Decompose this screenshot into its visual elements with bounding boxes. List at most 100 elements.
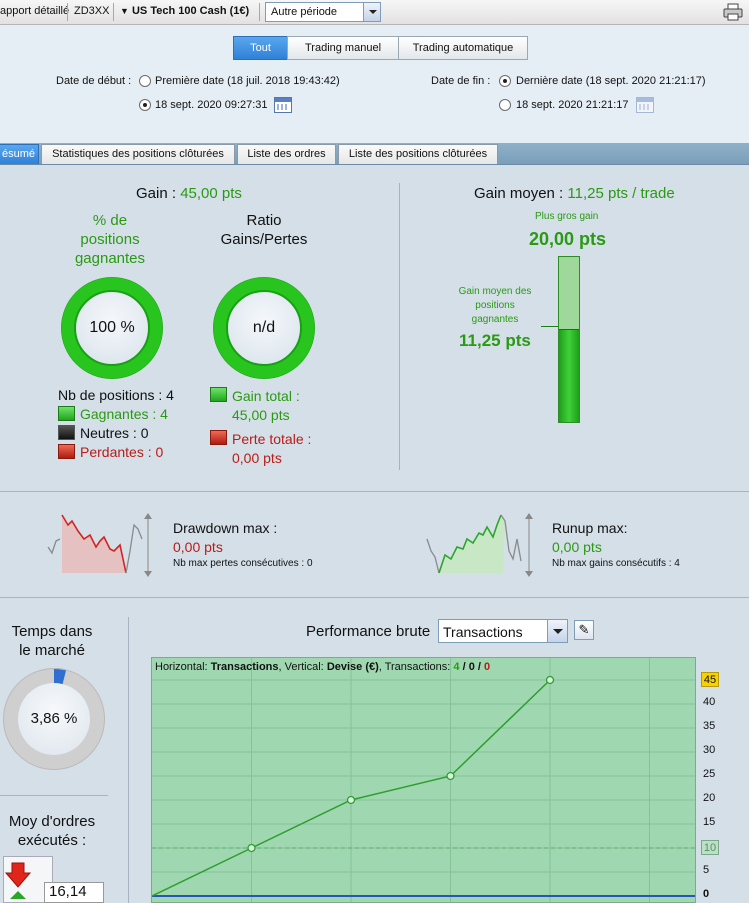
y-tick-label: 35: [703, 720, 716, 732]
calendar-icon[interactable]: [636, 97, 654, 113]
calendar-icon[interactable]: [274, 97, 292, 113]
end-date-label: Date de fin :: [431, 75, 491, 87]
biggest-gain-label: Plus gros gain: [535, 211, 599, 222]
runup-sub: Nb max gains consécutifs : 4: [552, 558, 680, 569]
gain-heading: Gain : 45,00 pts: [136, 185, 242, 202]
drawdown-sparkline-icon: [47, 513, 152, 577]
toolbar: apport détaillé ZD3XX ▼ US Tech 100 Cash…: [0, 0, 749, 25]
order-arrows-icon: [4, 862, 32, 899]
gain-total: Gain total : 45,00 pts: [232, 388, 300, 423]
avg-win-label: Gain moyen des positions gagnantes: [458, 286, 532, 325]
win-rate-value: 100 %: [74, 290, 150, 366]
chevron-down-icon[interactable]: [363, 3, 380, 21]
time-in-market-value: 3,86 %: [18, 683, 90, 755]
performance-chart: Horizontal: Transactions, Vertical: Devi…: [151, 657, 696, 903]
segment-manual[interactable]: Trading manuel: [287, 36, 399, 60]
runup-sparkline-icon: [426, 513, 533, 577]
avg-pointer: [541, 326, 558, 327]
drawdown-title: Drawdown max :: [173, 520, 278, 536]
start-custom-option[interactable]: 18 sept. 2020 09:27:31: [155, 99, 268, 111]
start-date-label: Date de début :: [56, 75, 132, 87]
winners-count: Gagnantes : 4: [80, 406, 168, 422]
time-in-market-title: Temps dans le marché: [11, 623, 93, 659]
tab-summary[interactable]: ésumé: [0, 144, 39, 164]
y-tick-label: 15: [703, 816, 716, 828]
y-tick-label: 5: [703, 864, 710, 876]
section-divider: [128, 617, 129, 903]
y-tick-label: 25: [703, 768, 716, 780]
start-custom-radio[interactable]: [139, 99, 151, 111]
data-point: [545, 675, 555, 685]
y-tick-label: 0: [703, 888, 710, 900]
instrument-label: US Tech 100 Cash (1€): [131, 5, 250, 17]
tab-bar: ésumé Statistiques des positions clôturé…: [0, 143, 749, 165]
printer-icon[interactable]: [723, 3, 743, 21]
avg-gain-heading: Gain moyen : 11,25 pts / trade: [474, 185, 675, 202]
y-tick-label: 40: [703, 696, 716, 708]
y-tick-label: 30: [703, 744, 716, 756]
toolbar-divider: [67, 3, 68, 21]
gain-label: Gain :: [136, 185, 177, 202]
y-tick-label: 20: [703, 792, 716, 804]
positions-count: Nb de positions : 4: [58, 387, 174, 403]
data-point: [346, 795, 356, 805]
drawdown-value: 0,00 pts: [173, 539, 223, 555]
report-label: apport détaillé: [0, 5, 70, 17]
start-first-option[interactable]: Première date (18 juil. 2018 19:43:42): [155, 75, 340, 87]
end-custom-option[interactable]: 18 sept. 2020 21:21:17: [516, 99, 629, 111]
period-value: Autre période: [271, 6, 338, 18]
toolbar-divider: [259, 3, 260, 21]
biggest-gain-value: 20,00 pts: [529, 229, 607, 249]
instrument-selector[interactable]: ▼ US Tech 100 Cash (1€): [120, 5, 249, 17]
end-custom-radio[interactable]: [499, 99, 511, 111]
runup-value: 0,00 pts: [552, 539, 602, 555]
losers-count: Perdantes : 0: [80, 444, 164, 460]
segment-automatic[interactable]: Trading automatique: [398, 36, 528, 60]
avg-gain-bar: [558, 256, 580, 423]
tab-closed-position-stats[interactable]: Statistiques des positions clôturées: [41, 144, 235, 164]
win-rate-gauge: 100 %: [61, 277, 163, 379]
max-value-badge: 45: [701, 672, 719, 687]
avg-win-value: 11,25 pts: [459, 331, 531, 350]
data-point: [446, 771, 455, 781]
neutrals-count: Neutres : 0: [80, 425, 149, 441]
filter-panel: Tout Trading manuel Trading automatique …: [0, 25, 749, 143]
average-value-badge: 10: [701, 840, 719, 855]
performance-mode-value: Transactions: [443, 624, 523, 640]
chevron-down-icon: ▼: [120, 6, 129, 16]
performance-plot: [152, 658, 695, 902]
ratio-title: Ratio Gains/Pertes: [220, 212, 308, 248]
gain-value: 45,00 pts: [180, 185, 242, 202]
tab-closed-positions-list[interactable]: Liste des positions clôturées: [338, 144, 498, 164]
drawdown-sub: Nb max pertes consécutives : 0: [173, 558, 313, 569]
performance-mode-dropdown[interactable]: Transactions: [438, 619, 568, 643]
segment-all[interactable]: Tout: [233, 36, 288, 60]
start-first-radio[interactable]: [139, 75, 151, 87]
runup-title: Runup max:: [552, 520, 628, 536]
wrench-icon[interactable]: ✎: [574, 620, 594, 640]
loss-total-swatch: [210, 430, 227, 445]
neutrals-swatch: [58, 425, 75, 440]
period-dropdown[interactable]: Autre période: [265, 2, 381, 22]
end-last-option[interactable]: Dernière date (18 sept. 2020 21:21:17): [516, 75, 706, 87]
performance-title: Performance brute: [306, 623, 431, 640]
account-label[interactable]: ZD3XX: [74, 5, 110, 17]
chart-header: Horizontal: Transactions, Vertical: Devi…: [155, 661, 491, 673]
winners-swatch: [58, 406, 75, 421]
data-point: [247, 843, 256, 853]
ratio-gauge: n/d: [213, 277, 315, 379]
section-divider: [0, 597, 749, 598]
losers-swatch: [58, 444, 75, 459]
loss-total: Perte totale : 0,00 pts: [232, 431, 312, 466]
toolbar-divider: [113, 3, 114, 21]
end-last-radio[interactable]: [499, 75, 511, 87]
chevron-down-icon[interactable]: [547, 620, 567, 642]
section-divider: [399, 183, 400, 470]
orders-value: 16,14: [44, 882, 104, 903]
ratio-value: n/d: [226, 290, 302, 366]
gain-total-swatch: [210, 387, 227, 402]
tab-orders-list[interactable]: Liste des ordres: [237, 144, 336, 164]
time-in-market-gauge: 3,86 %: [3, 668, 105, 770]
avg-gain-bar-fill: [559, 329, 579, 422]
win-rate-title: % de positions gagnantes: [74, 212, 146, 267]
